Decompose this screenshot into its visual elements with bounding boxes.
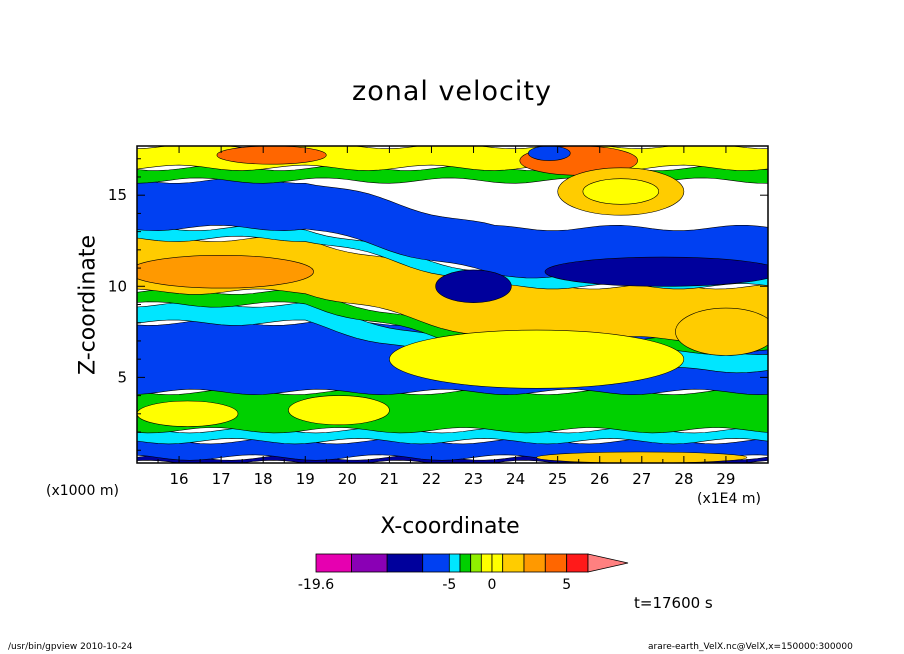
contour-feature <box>675 307 768 356</box>
x-tick-label: 18 <box>254 470 273 488</box>
colorbar-segment <box>386 553 424 573</box>
contour-band <box>137 177 768 279</box>
x-tick-label: 23 <box>464 470 483 488</box>
colorbar-segment <box>459 553 472 573</box>
footer-source: arare-earth_VelX.nc@VelX,x=150000:300000 <box>648 642 853 652</box>
contour-field <box>137 146 768 463</box>
x-tick-label: 19 <box>296 470 315 488</box>
x-axis: 16 17 18 19 20 21 22 23 24 25 26 27 28 29 <box>157 146 748 488</box>
colorbar-segment <box>422 553 450 573</box>
contour-feature <box>389 329 685 389</box>
x-axis-title: X-coordinate <box>380 514 520 539</box>
y-tick-label: 15 <box>108 186 127 204</box>
x-tick-label: 29 <box>716 470 735 488</box>
x-tick-label: 16 <box>170 470 189 488</box>
contour-feature <box>528 146 571 161</box>
x-tick-label: 20 <box>338 470 357 488</box>
y-tick-label: 5 <box>117 368 127 386</box>
y-axis-title: Z-coordinate <box>75 235 101 375</box>
x-tick-label: 26 <box>590 470 609 488</box>
contour-feature <box>544 256 768 287</box>
x-tick-label: 27 <box>632 470 651 488</box>
contour-feature <box>435 269 512 303</box>
colorbar-label: 5 <box>562 577 571 593</box>
colorbar-segment <box>544 553 567 573</box>
contour-feature <box>582 178 659 205</box>
colorbar: -19.6 -5 0 5 <box>298 553 629 593</box>
y-axis-unit-label: (x1000 m) <box>46 483 119 499</box>
colorbar-segment <box>470 553 482 573</box>
colorbar-extend-max <box>587 553 629 573</box>
colorbar-segment <box>315 553 352 573</box>
colorbar-segment <box>448 553 461 573</box>
contour-feature <box>137 400 239 427</box>
colorbar-label: -5 <box>442 577 456 593</box>
x-tick-label: 17 <box>212 470 231 488</box>
colorbar-segment <box>502 553 525 573</box>
colorbar-label: -19.6 <box>298 577 334 593</box>
x-tick-label: 28 <box>674 470 693 488</box>
colorbar-segment <box>566 553 589 573</box>
contour-feature <box>216 146 327 165</box>
colorbar-label: 0 <box>488 577 497 593</box>
contour-band <box>137 224 768 290</box>
footer-command: /usr/bin/gpview 2010-10-24 <box>8 642 133 652</box>
contour-feature <box>288 395 390 426</box>
colorbar-segment <box>480 553 493 573</box>
colorbar-segment <box>491 553 504 573</box>
colorbar-segment <box>351 553 388 573</box>
chart-title: zonal velocity <box>352 76 552 107</box>
y-axis: 5 10 15 <box>108 158 768 451</box>
x-tick-label: 25 <box>548 470 567 488</box>
time-label: t=17600 s <box>634 594 713 612</box>
x-tick-label: 24 <box>506 470 525 488</box>
y-tick-label: 10 <box>108 277 127 295</box>
x-axis-unit-label: (x1E4 m) <box>697 491 761 507</box>
x-tick-label: 22 <box>422 470 441 488</box>
x-tick-label: 21 <box>380 470 399 488</box>
colorbar-segment <box>523 553 546 573</box>
contour-feature <box>137 255 314 289</box>
